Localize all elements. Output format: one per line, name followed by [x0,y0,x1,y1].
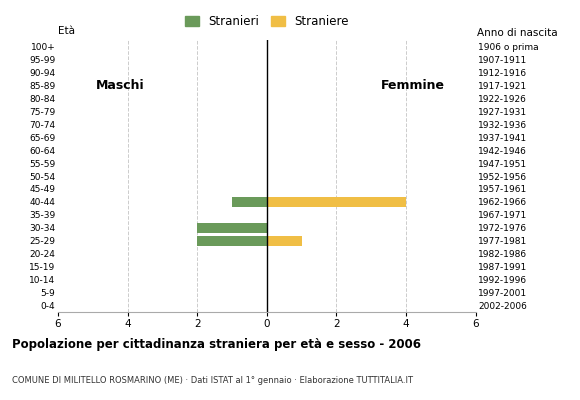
Text: Femmine: Femmine [381,79,445,92]
Bar [197,236,267,246]
Bar [267,236,302,246]
Text: Anno di nascita: Anno di nascita [477,28,558,38]
Text: Maschi: Maschi [96,79,145,92]
Bar [267,197,406,207]
Text: Popolazione per cittadinanza straniera per età e sesso - 2006: Popolazione per cittadinanza straniera p… [12,338,420,351]
Bar [232,197,267,207]
Text: Età: Età [58,26,75,36]
Bar [197,223,267,233]
Text: COMUNE DI MILITELLO ROSMARINO (ME) · Dati ISTAT al 1° gennaio · Elaborazione TUT: COMUNE DI MILITELLO ROSMARINO (ME) · Dat… [12,376,412,385]
Legend: Stranieri, Straniere: Stranieri, Straniere [180,10,354,33]
